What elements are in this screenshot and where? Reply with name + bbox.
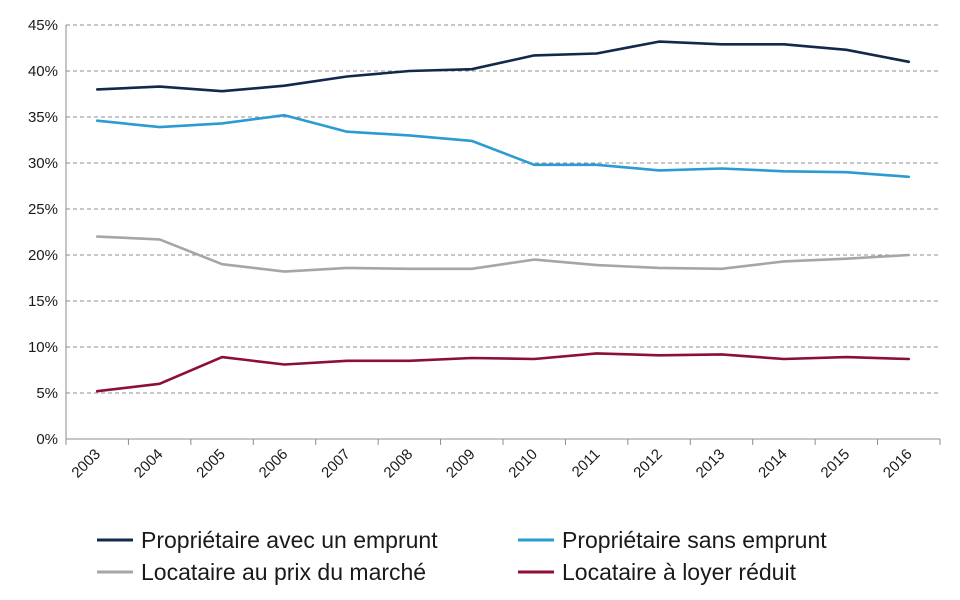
series-line-1 [95,40,911,93]
y-tick-label: 5% [36,385,58,402]
series-line-3 [95,235,911,273]
y-tick-label: 10% [28,339,58,356]
y-axis-ticks: 0% 5% 10% 15% 20% 25% 30% 35% 40% 45% [28,17,58,448]
y-tick-label: 45% [28,17,58,34]
y-tick-label: 40% [28,63,58,80]
x-tick-label: 2003 [68,446,104,482]
x-tick-label: 2013 [693,446,729,482]
y-tick-label: 30% [28,155,58,172]
x-tick-label: 2012 [630,446,666,482]
x-tick-label: 2009 [443,446,479,482]
y-tick-label: 20% [28,247,58,264]
x-tick-label: 2014 [755,446,791,482]
axes [65,25,941,445]
x-tick-label: 2010 [505,446,541,482]
legend: Propriétaire avec un emprunt Propriétaire… [97,527,827,585]
y-tick-label: 15% [28,293,58,310]
x-tick-label: 2011 [569,446,604,481]
series-lines [95,40,911,393]
legend-label: Locataire à loyer réduit [562,559,797,585]
y-tick-label: 0% [36,431,58,448]
series-line-2 [95,113,911,179]
x-tick-label: 2008 [381,446,417,482]
grid-lines [66,24,940,394]
x-tick-label: 2005 [193,446,229,482]
x-tick-label: 2004 [131,446,167,482]
legend-label: Locataire au prix du marché [141,559,426,585]
x-tick-label: 2007 [318,446,354,482]
y-tick-label: 25% [28,201,58,218]
x-tick-label: 2015 [818,446,854,482]
x-tick-label: 2006 [256,446,292,482]
series-line-4 [95,352,911,393]
legend-label: Propriétaire sans emprunt [562,527,827,553]
x-axis-ticks: 2003 2004 2005 2006 2007 2008 2009 2010 2011 2012… [68,446,915,482]
x-tick-label: 2016 [880,446,916,482]
legend-label: Propriétaire avec un emprunt [141,527,438,553]
y-tick-label: 35% [28,109,58,126]
